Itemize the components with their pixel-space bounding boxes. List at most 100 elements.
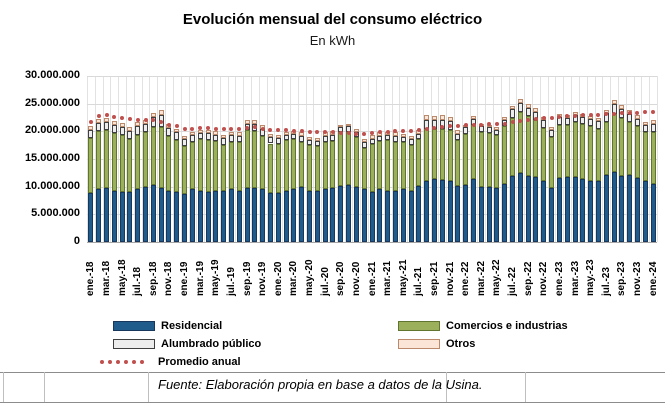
- chart-subtitle: En kWh: [309, 33, 356, 48]
- bar-segment-comercios-e-industrias: [510, 118, 516, 176]
- bar-segment-comercios-e-industrias: [275, 144, 281, 193]
- bar-segment-comercios-e-industrias: [400, 142, 406, 190]
- bar-segment-residencial: [189, 188, 195, 242]
- bar-segment-residencial: [252, 188, 258, 242]
- legend-item-comercios-e-industrias[interactable]: Comercios e industrias: [398, 320, 568, 332]
- bar-segment-alumbrado-p-blico: [127, 131, 133, 140]
- bar-segment-alumbrado-p-blico: [291, 133, 297, 140]
- bar-segment-comercios-e-industrias: [572, 122, 578, 177]
- bar-segment-residencial: [88, 193, 94, 242]
- bar-segment-otros: [135, 122, 141, 127]
- bar-segment-alumbrado-p-blico: [361, 141, 367, 148]
- bar-segment-comercios-e-industrias: [634, 126, 640, 178]
- promedio-anual-dot: [104, 112, 109, 117]
- bar-segment-comercios-e-industrias: [603, 121, 609, 176]
- promedio-anual-dot: [463, 123, 468, 128]
- bar-segment-otros: [408, 135, 414, 140]
- bar-segment-otros: [244, 120, 250, 124]
- bar-segment-residencial: [267, 192, 273, 242]
- bar-segment-comercios-e-industrias: [236, 142, 242, 191]
- bar-segment-comercios-e-industrias: [88, 137, 94, 194]
- bar-segment-comercios-e-industrias: [127, 139, 133, 193]
- promedio-anual-dot: [510, 120, 515, 125]
- y-axis-tick-label: 15.000.000: [24, 152, 80, 164]
- bar-segment-alumbrado-p-blico: [197, 132, 203, 139]
- bar-segment-alumbrado-p-blico: [392, 135, 398, 142]
- bar-segment-comercios-e-industrias: [478, 131, 484, 187]
- bar-segment-otros: [111, 120, 117, 125]
- embedded-chart[interactable]: Evolución mensual del consumo eléctrico …: [0, 0, 665, 372]
- x-axis-tick-label: sep.-18: [147, 261, 159, 296]
- bar-segment-residencial: [556, 178, 562, 242]
- x-axis-line: [87, 242, 657, 243]
- bar-segment-residencial: [564, 177, 570, 242]
- promedio-anual-dot: [635, 110, 640, 115]
- x-axis-tick-label: ene.-19: [179, 261, 191, 296]
- promedio-anual-dot: [346, 130, 351, 135]
- x-axis-tick-label: mar.-20: [288, 260, 300, 296]
- bar-segment-comercios-e-industrias: [135, 134, 141, 190]
- bar-segment-residencial: [299, 187, 305, 242]
- bar-segment-comercios-e-industrias: [361, 147, 367, 190]
- bar-segment-alumbrado-p-blico: [642, 125, 648, 133]
- legend-item-residencial[interactable]: Residencial: [113, 320, 222, 332]
- bar-segment-residencial: [494, 188, 500, 242]
- bar-segment-alumbrado-p-blico: [182, 139, 188, 146]
- bar-segment-residencial: [525, 175, 531, 242]
- bar-segment-comercios-e-industrias: [619, 118, 625, 177]
- bar-segment-alumbrado-p-blico: [517, 102, 523, 112]
- bar-segment-residencial: [346, 185, 352, 242]
- bar-segment-residencial: [580, 178, 586, 242]
- promedio-anual-dot: [385, 129, 390, 134]
- legend-item-alumbrado-p-blico[interactable]: Alumbrado público: [113, 338, 261, 350]
- bar-segment-alumbrado-p-blico: [588, 119, 594, 127]
- bar-segment-residencial: [236, 190, 242, 242]
- promedio-anual-dot: [190, 126, 195, 131]
- legend-label: Comercios e industrias: [446, 320, 568, 332]
- bar-segment-residencial: [314, 190, 320, 242]
- promedio-anual-dot: [565, 114, 570, 119]
- bar-segment-residencial: [197, 190, 203, 242]
- bar-segment-alumbrado-p-blico: [478, 126, 484, 132]
- bar-segment-alumbrado-p-blico: [400, 136, 406, 143]
- bar-segment-comercios-e-industrias: [189, 141, 195, 189]
- bar-segment-residencial: [127, 192, 133, 242]
- bar-segment-comercios-e-industrias: [228, 141, 234, 190]
- x-axis-tick-label: nov.-20: [350, 261, 362, 296]
- bar-segment-otros: [307, 136, 313, 140]
- bar-segment-alumbrado-p-blico: [221, 137, 227, 145]
- bar-segment-residencial: [228, 189, 234, 242]
- cell-border-vertical: [446, 372, 447, 402]
- bar-segment-residencial: [603, 175, 609, 242]
- bar-segment-residencial: [642, 181, 648, 242]
- bar-segment-comercios-e-industrias: [369, 144, 375, 193]
- bar-segment-comercios-e-industrias: [611, 114, 617, 173]
- x-axis-tick-label: ene.-23: [553, 261, 565, 296]
- x-axis-tick-label: may.-20: [304, 259, 316, 296]
- y-axis-tick-label: 20.000.000: [24, 124, 80, 137]
- bar-segment-otros: [471, 115, 476, 120]
- bar-segment-alumbrado-p-blico: [236, 135, 242, 143]
- y-axis-tick-label: 0: [73, 235, 80, 247]
- bar-segment-otros: [197, 129, 203, 133]
- bar-segment-residencial: [486, 187, 492, 242]
- bar-segment-otros: [549, 126, 555, 131]
- bar-segment-otros: [119, 123, 125, 127]
- bar-segment-alumbrado-p-blico: [385, 135, 391, 141]
- cell-border-vertical: [148, 372, 149, 402]
- legend-item-otros[interactable]: Otros: [398, 338, 475, 350]
- bar-segment-comercios-e-industrias: [439, 128, 445, 181]
- legend-item-promedio-anual[interactable]: Promedio anual: [100, 356, 241, 368]
- bar-segment-residencial: [439, 180, 445, 242]
- x-axis-tick-label: jul.-23: [600, 267, 612, 296]
- bar-segment-alumbrado-p-blico: [314, 140, 320, 147]
- bar-segment-comercios-e-industrias: [197, 138, 203, 191]
- promedio-anual-dot: [151, 118, 156, 123]
- bar-segment-residencial: [478, 186, 484, 242]
- bar-segment-comercios-e-industrias: [556, 124, 562, 179]
- x-axis-tick-label: sep.-22: [522, 261, 534, 296]
- bar-segment-otros: [447, 116, 453, 122]
- bar-segment-otros: [314, 137, 320, 141]
- cell-border-vertical: [3, 372, 4, 402]
- bar-segment-comercios-e-industrias: [471, 124, 476, 180]
